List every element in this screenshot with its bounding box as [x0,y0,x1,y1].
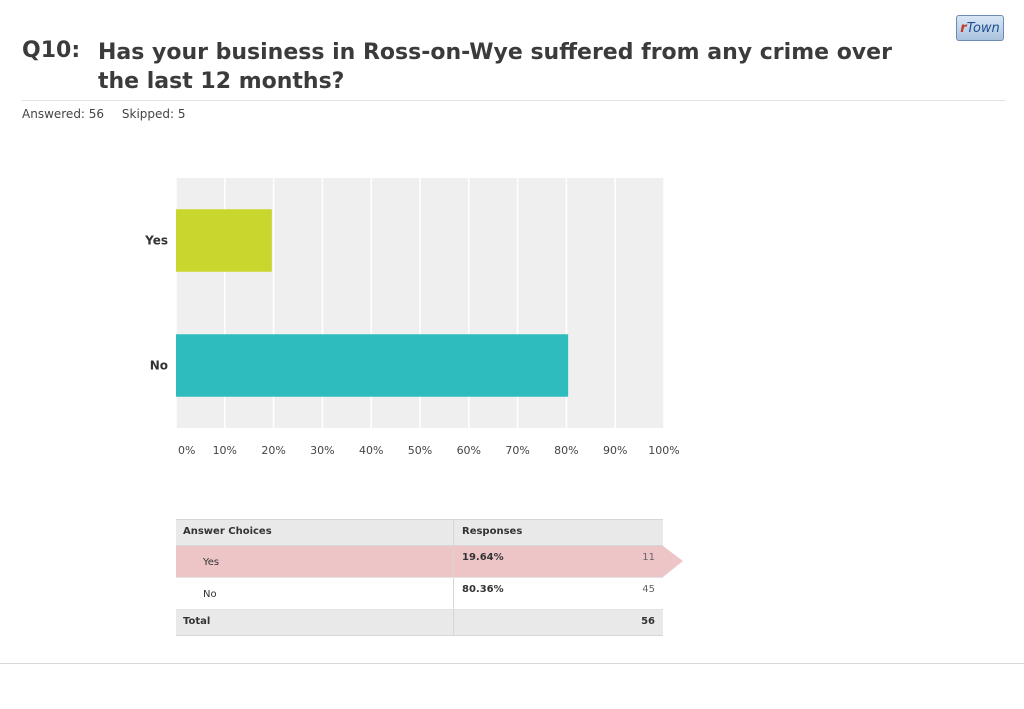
header-answer-choices: Answer Choices [183,526,272,537]
x-tick-label: 20% [261,444,285,457]
x-tick-label: 80% [554,444,578,457]
footer-divider [0,663,1024,664]
table-row[interactable]: No 80.36% 45 [176,578,663,610]
bar-chart: 0% 10% 20% 30% 40% 50% 60% 70% 80% 90% 100% Yes No [144,178,680,457]
response-count: 45 [642,584,655,595]
skipped-count: Skipped: 5 [121,107,186,121]
table-header: Answer Choices Responses [176,519,663,546]
response-count: 11 [642,552,655,563]
question-number: Q10: [22,38,81,63]
table-row[interactable]: Yes 19.64% 11 [176,546,683,578]
bar-no [176,334,569,397]
x-tick-label: 30% [310,444,334,457]
x-tick-label: 60% [457,444,481,457]
x-tick-label: 10% [213,444,237,457]
x-tick-label: 70% [505,444,529,457]
responses-table: Answer Choices Responses Yes 19.64% 11 N… [176,519,683,636]
response-stats: Answered: 56 Skipped: 5 [22,107,200,121]
response-percent: 19.64% [462,552,504,563]
total-count: 56 [641,616,655,627]
choice-label: Yes [203,557,220,568]
total-label: Total [183,616,211,627]
response-percent: 80.36% [462,584,504,595]
x-tick-label: 100% [648,444,679,457]
x-tick-label: 40% [359,444,383,457]
bar-yes [176,209,272,272]
x-tick-label: 90% [603,444,627,457]
answered-count: Answered: 56 [22,107,105,121]
header-divider [22,100,1006,101]
table-total-row: Total 56 [176,610,663,636]
category-label: No [150,359,168,373]
question-text: Has your business in Ross-on-Wye suffere… [98,40,892,94]
category-label: Yes [144,234,168,248]
x-tick-label: 50% [408,444,432,457]
x-tick-label: 0% [178,444,195,457]
rtown-logo: r Town [956,15,1004,41]
choice-label: No [203,589,217,600]
header-responses: Responses [462,526,523,537]
